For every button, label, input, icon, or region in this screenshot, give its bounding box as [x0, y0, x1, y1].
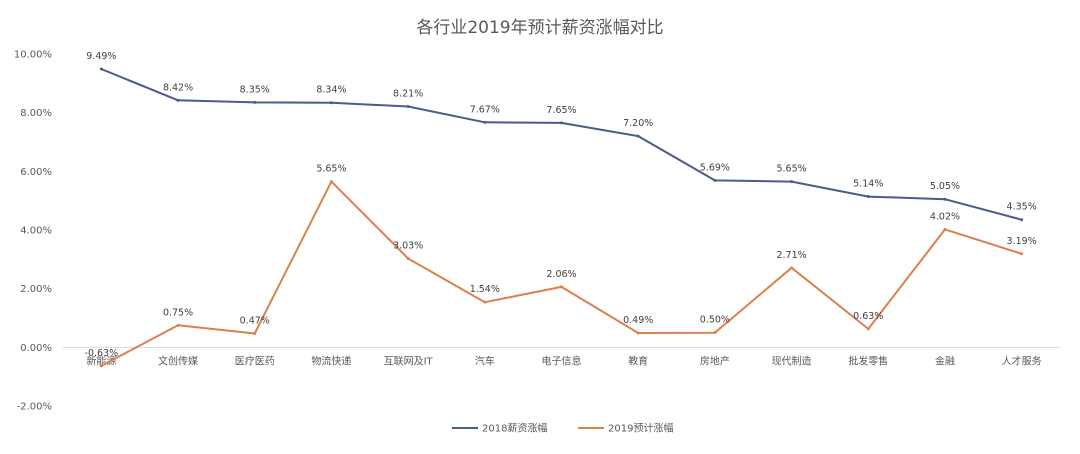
data-point	[329, 180, 333, 184]
data-label: 2.06%	[546, 269, 576, 280]
y-tick-label: 8.00%	[20, 108, 52, 119]
data-point	[253, 100, 257, 104]
data-label: 7.20%	[623, 118, 653, 129]
data-point	[943, 227, 947, 231]
data-label: 0.47%	[240, 316, 270, 327]
x-tick-label: 物流快递	[311, 354, 351, 367]
chart-title: 各行业2019年预计薪资涨幅对比	[416, 18, 663, 38]
data-label: 4.35%	[1007, 202, 1037, 213]
y-axis: -2.00% 0.00% 2.00% 4.00% 6.00% 8.00% 10.00%	[14, 50, 52, 413]
x-tick-label: 电子信息	[542, 354, 582, 367]
data-point	[176, 98, 180, 102]
data-label: 0.50%	[700, 315, 730, 326]
data-label: 5.05%	[930, 181, 960, 192]
data-label: 5.69%	[700, 162, 730, 173]
legend: 2018薪资涨幅 2019预计涨幅	[452, 422, 673, 435]
y-tick-label: 6.00%	[20, 167, 52, 178]
data-label: 5.14%	[853, 179, 883, 190]
x-tick-label: 文创传媒	[158, 354, 198, 367]
x-tick-label: 现代制造	[772, 354, 812, 367]
data-point	[636, 134, 640, 138]
data-label: 3.03%	[393, 240, 423, 251]
legend-label: 2019预计涨幅	[608, 422, 673, 435]
data-label: 0.75%	[163, 307, 193, 318]
data-point	[866, 327, 870, 331]
series-layer	[99, 67, 1024, 368]
data-point	[790, 266, 794, 270]
x-tick-label: 批发零售	[848, 354, 888, 367]
data-point	[176, 323, 180, 327]
legend-label: 2018薪资涨幅	[482, 422, 547, 435]
data-point	[483, 300, 487, 304]
x-tick-label: 互联网及IT	[384, 355, 434, 367]
data-point	[713, 331, 717, 335]
data-point	[406, 105, 410, 109]
data-labels: 9.49% 8.42% 8.35% 8.34% 8.21% 7.67% 7.65% 7.20%…	[85, 51, 1037, 359]
data-point	[560, 285, 563, 289]
x-tick-label: 新能源	[86, 354, 116, 367]
y-tick-label: 2.00%	[20, 284, 52, 295]
data-label: 5.65%	[776, 164, 806, 175]
data-label: 3.19%	[1007, 236, 1037, 247]
data-label: 8.35%	[240, 84, 270, 95]
data-point	[560, 121, 563, 125]
data-point	[1020, 252, 1024, 256]
data-label: 7.67%	[470, 104, 500, 115]
data-point	[713, 178, 717, 182]
x-tick-label: 房地产	[700, 354, 730, 367]
data-label: 9.49%	[86, 51, 116, 62]
data-point	[99, 67, 103, 71]
data-label: 5.65%	[316, 164, 346, 175]
x-tick-label: 教育	[628, 354, 648, 367]
data-point	[866, 195, 870, 199]
data-point	[790, 180, 794, 184]
x-tick-label: 人才服务	[1002, 354, 1042, 367]
data-label: -0.63%	[85, 348, 119, 359]
data-label: 2.71%	[776, 250, 806, 261]
x-tick-label: 金融	[935, 354, 955, 367]
data-label: 4.02%	[930, 211, 960, 222]
data-label: 0.63%	[853, 311, 883, 322]
data-point	[99, 364, 103, 368]
data-point	[253, 332, 257, 336]
data-label: 7.65%	[546, 105, 576, 116]
x-tick-label: 医疗医药	[235, 354, 275, 367]
data-label: 1.54%	[470, 284, 500, 295]
data-point	[1020, 218, 1024, 222]
y-tick-label: 0.00%	[20, 343, 52, 354]
y-tick-label: 10.00%	[14, 50, 52, 61]
data-label: 0.49%	[623, 315, 653, 326]
data-point	[329, 101, 333, 105]
data-point	[636, 331, 640, 335]
x-tick-label: 汽车	[475, 354, 495, 367]
y-tick-label: -2.00%	[17, 402, 52, 413]
data-point	[406, 256, 410, 260]
y-tick-label: 4.00%	[20, 226, 52, 237]
x-axis: 新能源 文创传媒 医疗医药 物流快递 互联网及IT 汽车 电子信息 教育 房地产 现代制造 批发零售…	[63, 346, 1060, 367]
data-label: 8.42%	[163, 82, 193, 93]
data-label: 8.21%	[393, 89, 423, 100]
data-label: 8.34%	[316, 85, 346, 96]
data-point	[483, 120, 487, 124]
data-point	[943, 197, 947, 201]
